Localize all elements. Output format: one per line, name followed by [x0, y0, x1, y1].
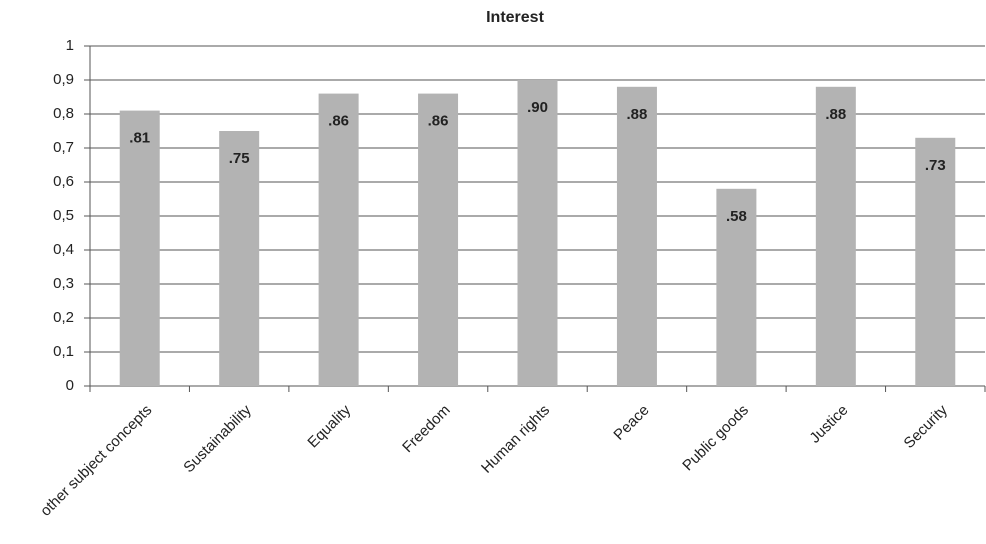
bar	[119, 110, 160, 386]
y-tick-label: 0,7	[53, 139, 74, 156]
y-tick-label: 0,9	[53, 71, 74, 88]
y-tick-label: 0,5	[53, 207, 74, 224]
x-tick-label: Human rights	[478, 402, 553, 477]
x-tick-label: Public goods	[679, 402, 752, 475]
bar	[517, 80, 558, 386]
chart-title: Interest	[486, 9, 544, 26]
y-tick-label: 0	[66, 377, 74, 394]
y-tick-label: 1	[66, 37, 74, 54]
y-tick-label: 0,2	[53, 309, 74, 326]
y-tick-label: 0,3	[53, 275, 74, 292]
bar	[616, 86, 657, 387]
x-tick-label: Freedom	[399, 402, 453, 456]
data-label: .73	[925, 157, 946, 174]
x-tick-label: Justice	[806, 402, 851, 447]
data-label: .86	[328, 113, 349, 130]
y-tick-label: 0,4	[53, 241, 74, 258]
data-label: .75	[229, 150, 250, 167]
x-tick-label: Peace	[610, 402, 652, 444]
x-tick-label: Security	[901, 401, 952, 452]
data-label: .88	[825, 106, 846, 123]
x-tick-label: Equality	[304, 401, 354, 451]
y-tick-label: 0,6	[53, 173, 74, 190]
data-label: .88	[627, 106, 648, 123]
bar	[219, 131, 260, 386]
data-label: .86	[428, 113, 449, 130]
bar	[716, 188, 757, 386]
y-tick-label: 0,8	[53, 105, 74, 122]
bar	[915, 137, 956, 386]
bar	[418, 93, 459, 386]
bar	[318, 93, 359, 386]
data-label: .58	[726, 208, 747, 225]
bar	[815, 86, 856, 387]
x-tick-label: Sustainability	[180, 401, 255, 476]
y-tick-label: 0,1	[53, 343, 74, 360]
data-label: .81	[129, 130, 150, 147]
x-tick-label: other subject concepts	[37, 402, 155, 520]
data-label: .90	[527, 99, 548, 116]
